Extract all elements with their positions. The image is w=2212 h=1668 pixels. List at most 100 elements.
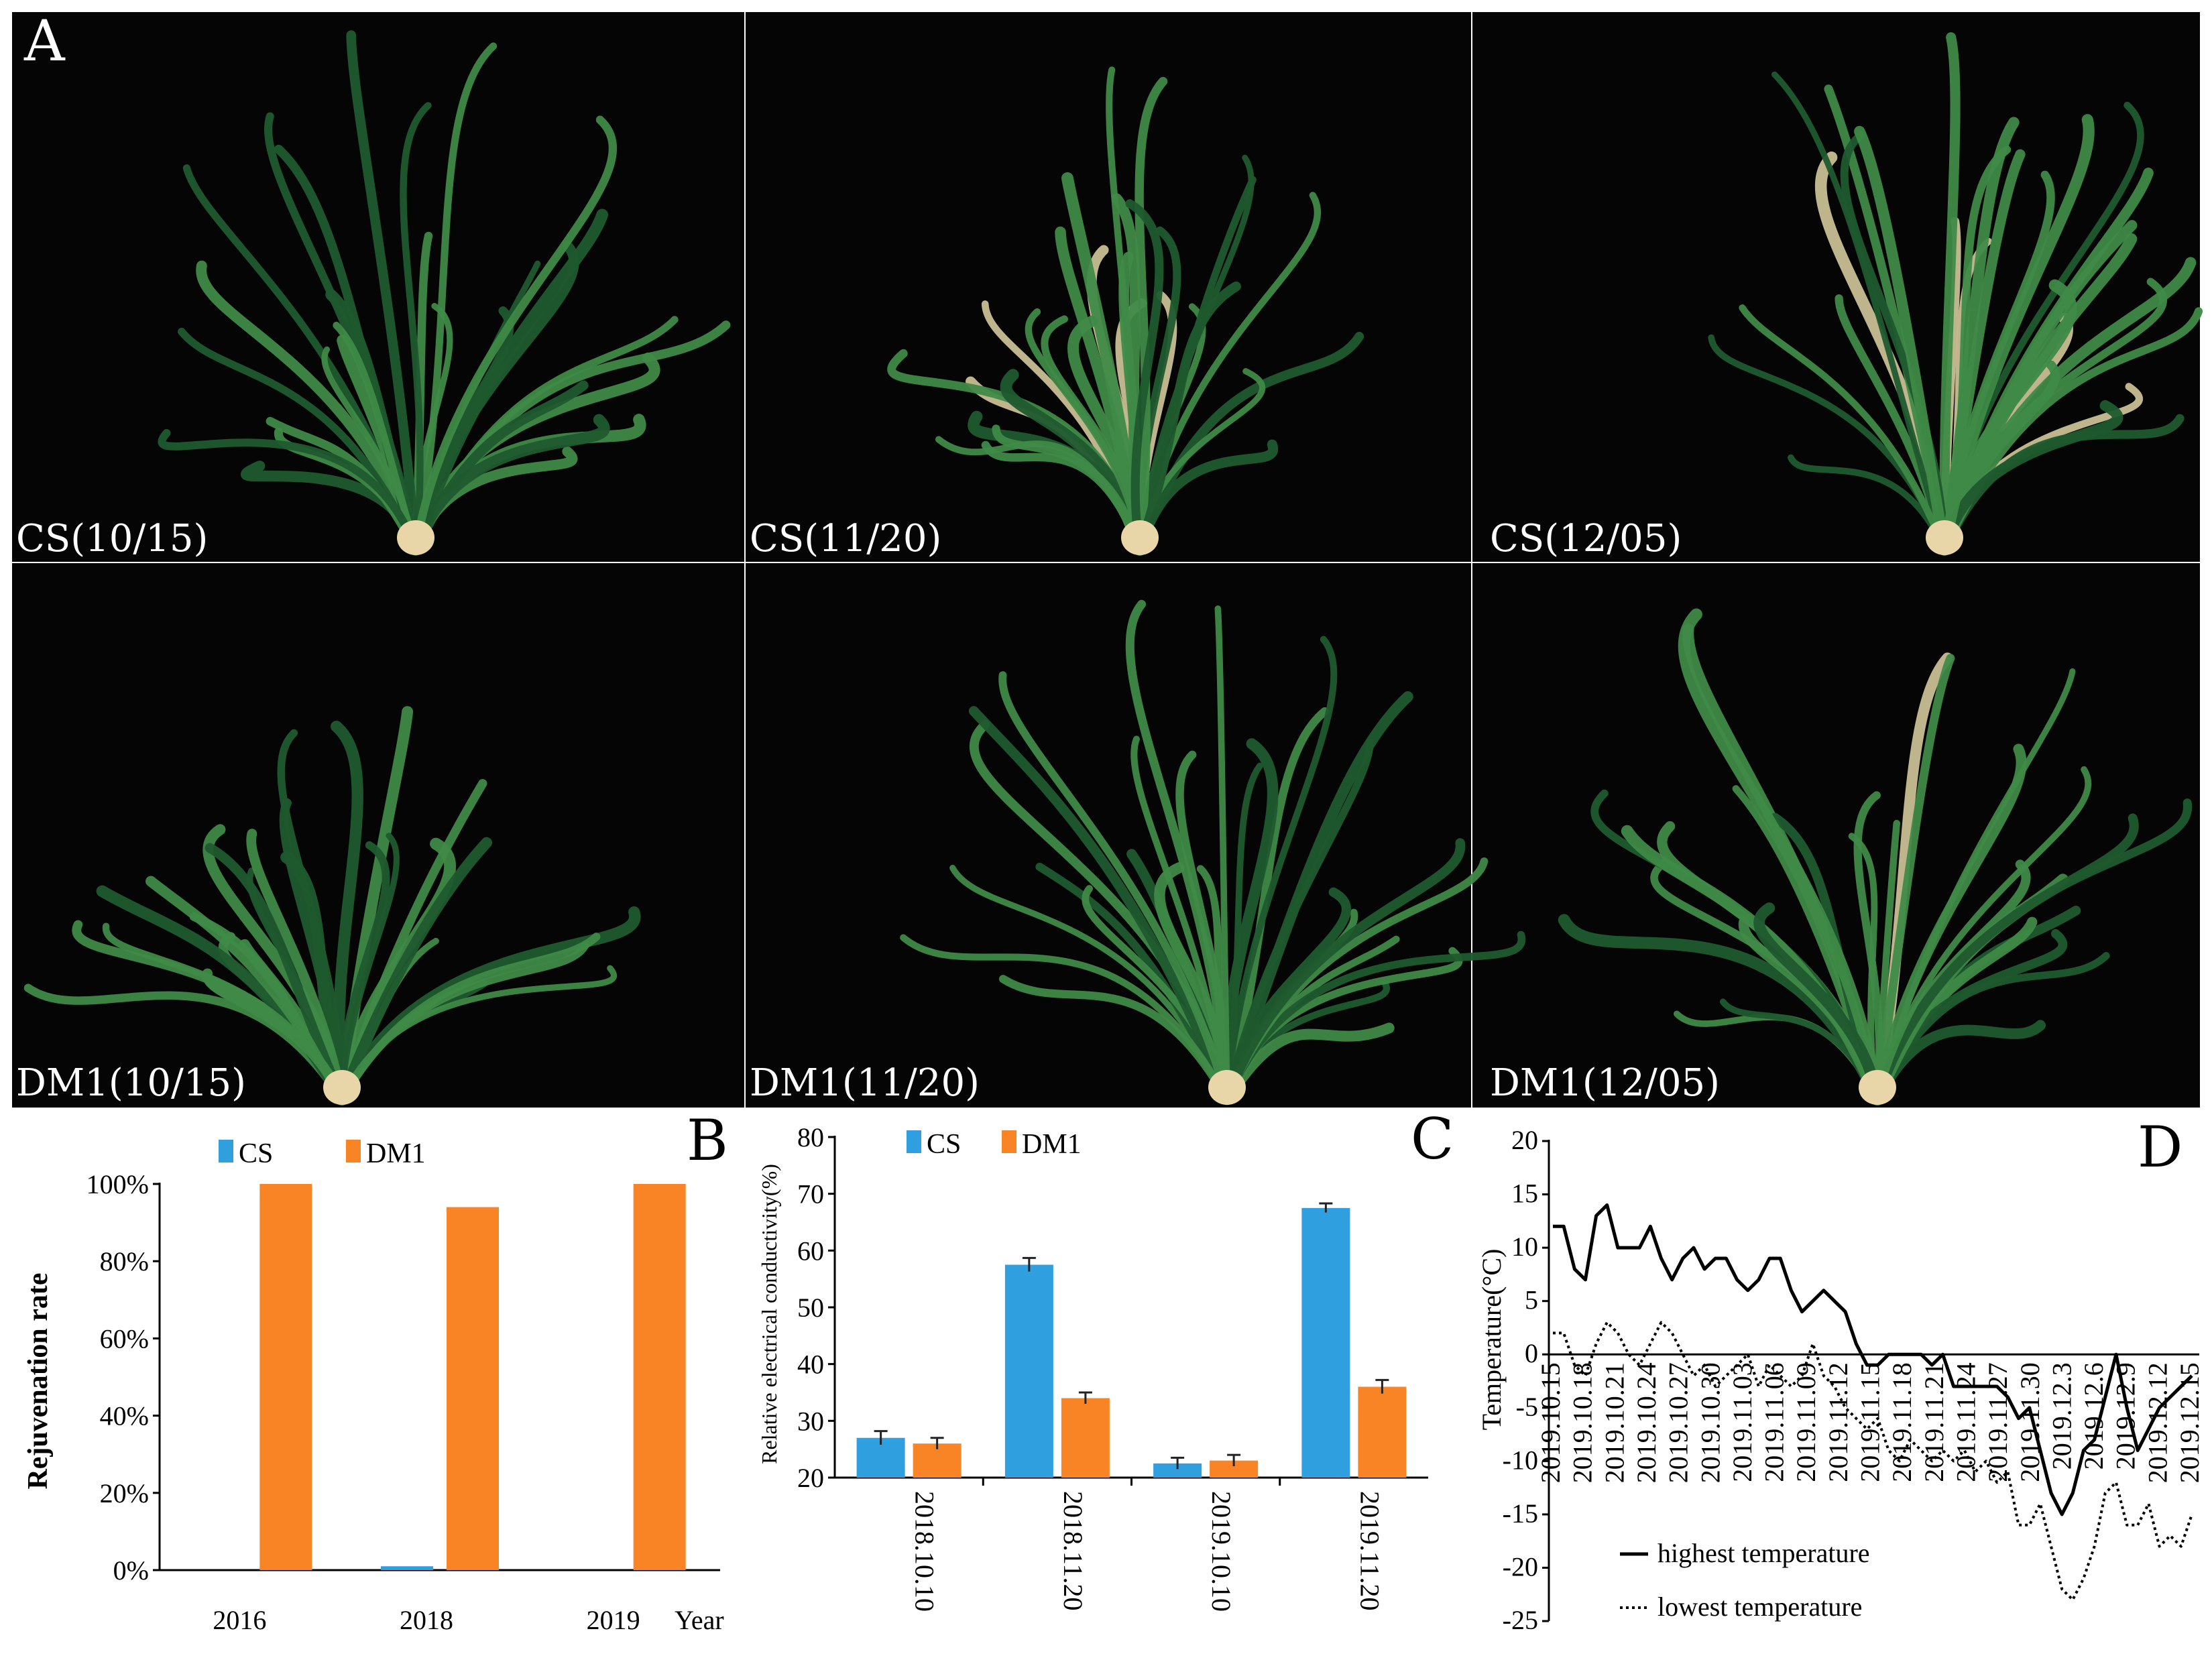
bar-dm1 (259, 1184, 312, 1570)
legend-label-cs: CS (927, 1129, 961, 1160)
legend-swatch-cs (907, 1130, 921, 1153)
leaf (336, 837, 492, 1106)
bar-dm1 (1358, 1386, 1407, 1478)
y-tick-label: 0% (113, 1555, 149, 1586)
plant-dm1-1205 (1558, 608, 2193, 1106)
y-tick-label: 80 (797, 1122, 824, 1152)
crown (1926, 520, 1963, 555)
x-tick-label: 2019.12.12 (2142, 1362, 2172, 1483)
leaf (400, 102, 432, 554)
photo-label-cs-1015: CS(10/15) (16, 517, 208, 560)
x-tick-label: 2019.12.9 (2111, 1362, 2141, 1470)
y-tick-label: 10 (1511, 1232, 1538, 1262)
line-highest-temperature (1553, 1203, 2193, 1516)
photo-label-cs-1205: CS(12/05) (1490, 517, 1682, 560)
leaf (1854, 125, 1951, 556)
x-tick-label: 2019.11.20 (1354, 1491, 1385, 1611)
x-axis-label: Year (675, 1605, 724, 1635)
leaf (1872, 813, 2139, 1105)
leaf (246, 829, 347, 1105)
y-tick-label: 20 (797, 1463, 824, 1493)
leaf (412, 42, 498, 554)
leaf (1938, 114, 2095, 556)
bar-cs (1153, 1463, 1202, 1478)
leaf (339, 965, 618, 1103)
y-tick-label: 0 (1525, 1338, 1538, 1368)
leaf (1000, 369, 1146, 556)
leaf (1025, 308, 1144, 554)
photo-label-dm1-1205: DM1(12/05) (1490, 1061, 1720, 1105)
leaf (411, 115, 618, 554)
leaf (1214, 605, 1230, 1103)
y-tick-label: 30 (797, 1406, 824, 1436)
leaf (1940, 307, 2203, 554)
x-tick-label: 2019.10.21 (1599, 1362, 1629, 1483)
leaf (1753, 902, 1883, 1106)
bar-cs (1301, 1207, 1350, 1478)
x-tick-label: 2019.11.24 (1951, 1362, 1981, 1482)
leaf (1788, 454, 1948, 553)
leaf (1939, 32, 1961, 555)
x-tick-label: 2019.12.15 (2174, 1362, 2205, 1483)
legend-label-dm1: DM1 (366, 1138, 426, 1169)
leaf (1223, 738, 1374, 1104)
panel-letter-b: B (687, 1108, 728, 1173)
leaf (1874, 766, 2092, 1103)
leaf (1678, 608, 1883, 1106)
leaf (410, 414, 610, 556)
legend-label-lowest: lowest temperature (1657, 1592, 1862, 1622)
leaf (1222, 707, 1329, 1104)
y-tick-label: 70 (797, 1179, 824, 1209)
leaf (196, 260, 421, 555)
y-tick-label: 40% (100, 1401, 149, 1431)
x-tick-label: 2019.11.27 (1983, 1362, 2013, 1482)
x-tick-label: 2018.10.10 (910, 1491, 940, 1612)
bar-dm1 (633, 1184, 686, 1570)
y-tick-label: 15 (1511, 1179, 1538, 1209)
leaf (1125, 599, 1232, 1104)
y-tick-label: -20 (1503, 1551, 1538, 1582)
legend-label-highest: highest temperature (1657, 1538, 1870, 1568)
x-tick-label: 2019.11.30 (2015, 1362, 2045, 1482)
panel-letter-c: C (1411, 1106, 1454, 1172)
plant-cs-1205 (1708, 32, 2203, 556)
leaf (1223, 636, 1338, 1104)
bar-cs (1004, 1264, 1053, 1478)
leaf (158, 428, 420, 554)
x-tick-label: 2019.10.18 (1568, 1362, 1598, 1483)
leaf (178, 327, 420, 554)
panel-c: 20 30 40 50 60 70 80 2018.10.10 2018.11.20 2019.… (757, 1106, 1454, 1612)
leaf (1739, 304, 1948, 554)
legend-swatch-cs (219, 1140, 233, 1163)
leaf (998, 671, 1231, 1104)
y-tick-label: 60% (100, 1323, 149, 1354)
x-tick-label: 2019.11.03 (1727, 1362, 1757, 1482)
x-tick-label: 2018.11.20 (1058, 1491, 1088, 1611)
plant-cs-1015 (158, 30, 731, 556)
y-tick-label: -5 (1516, 1392, 1538, 1422)
x-tick-label: 2019.10.10 (1206, 1491, 1236, 1612)
leaf (410, 208, 609, 556)
y-tick-label: 40 (797, 1350, 824, 1380)
leaf (1221, 691, 1413, 1106)
y-tick-label: 60 (797, 1236, 824, 1266)
x-tick-label: 2018 (400, 1605, 453, 1635)
leaf (277, 729, 346, 1104)
panel-letter-d: D (2138, 1114, 2182, 1180)
leaf (1223, 931, 1526, 1104)
bar-cs (381, 1566, 433, 1570)
photo-label-dm1-1015: DM1(10/15) (16, 1061, 246, 1105)
x-tick-label: 2019.11.18 (1887, 1362, 1917, 1482)
leaf (1873, 654, 1955, 1104)
leaf (935, 436, 1143, 553)
leaf (968, 706, 1232, 1105)
x-tick-label: 2016 (213, 1605, 266, 1635)
leaf (1938, 400, 2123, 556)
y-tick-label: 20% (100, 1478, 149, 1508)
leaf (202, 968, 347, 1105)
y-axis-label: Temperature(°C) (1476, 1249, 1507, 1431)
photo-bg (746, 563, 1471, 1108)
panel-b: 0% 20% 40% 60% 80% 100% 2016 2018 2019 Rejuvena… (23, 1108, 728, 1635)
leaf (1938, 257, 2197, 556)
